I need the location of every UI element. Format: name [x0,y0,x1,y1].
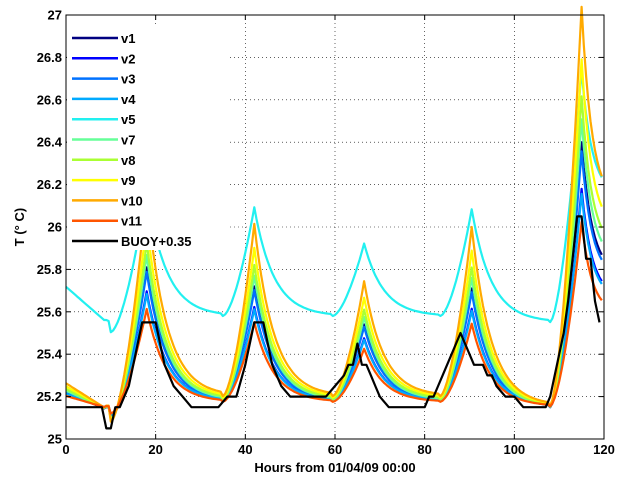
legend-label: v9 [121,173,135,188]
legend: v1 v2 v3 v4 v5 v7 v8 v9 v10 v11 BUOY+0.35 [67,26,227,250]
y-tick-label: 25.4 [37,347,63,362]
legend-label: v4 [121,92,136,107]
y-tick-label: 26.8 [37,50,62,65]
legend-label: v2 [121,51,135,66]
ticks: 0 20 40 60 80 100 120 25 25.2 25.4 25.6 25.8 26 26.2 2… [37,8,615,458]
x-tick-label: 0 [62,442,69,457]
y-tick-label: 27 [48,8,62,23]
legend-label: BUOY+0.35 [121,234,191,249]
y-tick-label: 25.2 [37,389,62,404]
legend-label: v10 [121,193,143,208]
y-tick-label: 26.2 [37,177,62,192]
x-axis-title: Hours from 01/04/09 00:00 [254,460,415,475]
series-line-v10 [65,5,603,423]
legend-label: v5 [121,112,135,127]
y-tick-label: 25.6 [37,304,62,319]
x-tick-label: 120 [593,442,615,457]
legend-background [67,26,227,250]
y-tick-label: 26.4 [37,135,63,150]
x-tick-label: 80 [417,442,431,457]
legend-label: v11 [121,214,142,229]
x-tick-label: 60 [328,442,342,457]
legend-label: v3 [121,72,135,87]
series-line-v8 [65,95,603,420]
y-tick-label: 25 [48,432,62,447]
x-tick-label: 20 [148,442,162,457]
y-tick-label: 26 [48,220,62,235]
legend-label: v8 [121,153,135,168]
legend-label: v7 [121,133,135,148]
y-tick-label: 25.8 [37,262,62,277]
legend-label: v1 [121,31,135,46]
y-axis-title: T (° C) [12,208,27,246]
x-tick-label: 40 [238,442,252,457]
series-line-v9 [65,58,603,421]
series-layer [65,5,603,430]
y-tick-label: 26.6 [37,92,62,107]
series-line-buoy-0-35 [66,215,601,430]
x-tick-label: 100 [503,442,525,457]
